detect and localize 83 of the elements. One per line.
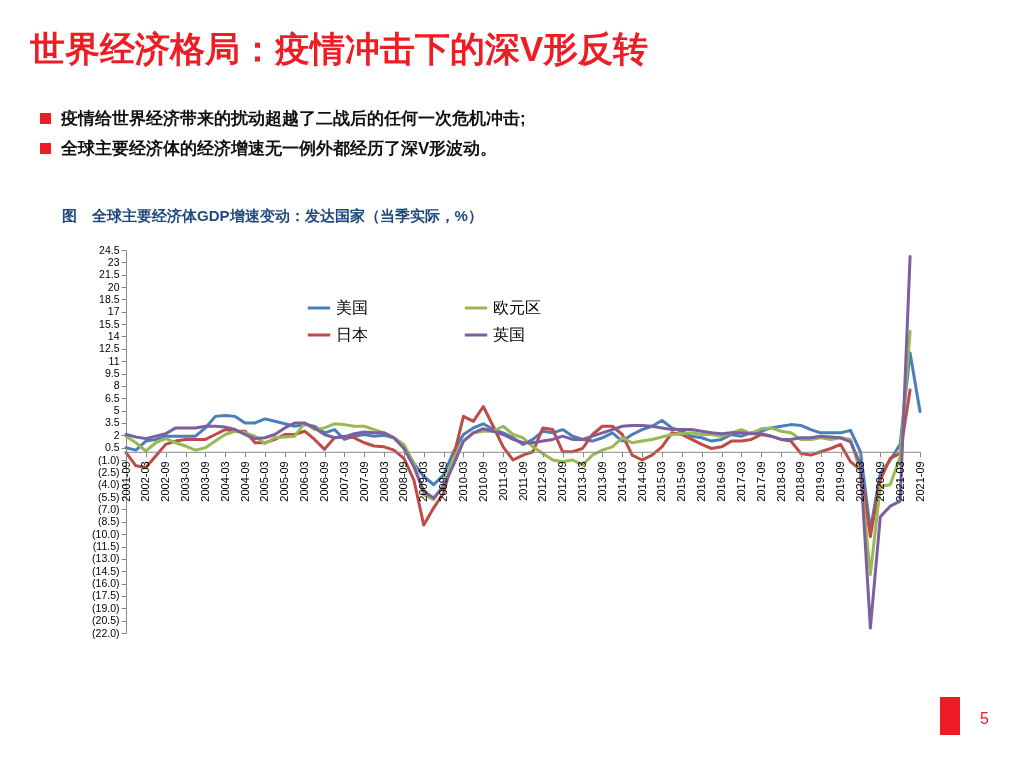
y-tick-label: 8: [113, 379, 120, 392]
y-tick-label: (17.5): [92, 589, 120, 602]
x-tick-label: 2015-03: [655, 461, 668, 502]
x-tick-label: 2004-09: [238, 461, 251, 502]
text: 疫情给世界经济带来的扰动超越了二战后的任何一次危机冲击;: [61, 109, 526, 128]
y-tick-label: 2: [113, 428, 120, 441]
chart-title: 世界经济格局：疫情冲击下的深V形反转: [30, 28, 649, 70]
legend-label: 日本: [336, 326, 368, 343]
y-tick-label: (22.0): [92, 626, 120, 639]
line-series: [124, 255, 912, 630]
x-tick-label: 2011-09: [516, 461, 529, 501]
x-tick-label: 2014-09: [635, 461, 648, 502]
x-tick-label: 2004-03: [218, 461, 231, 502]
y-tick-label: (16.0): [92, 577, 120, 590]
x-tick-label: 2005-09: [278, 461, 291, 502]
x-tick-label: 2006-09: [318, 461, 330, 502]
x-tick-label: 2019-09: [834, 461, 847, 502]
x-tick-label: 2009-09: [437, 461, 450, 502]
y-tick-label: 12.5: [99, 342, 120, 355]
y-tick-label: (7.0): [97, 502, 120, 515]
x-tick-label: 2006-03: [298, 461, 311, 502]
x-tick-label: 2008-03: [377, 461, 390, 502]
x-tick-label: 2021-03: [893, 461, 906, 502]
x-tick-label: 2021-09: [913, 461, 926, 502]
y-tick-label: 11: [108, 354, 120, 367]
x-tick-label: 2017-09: [754, 461, 767, 502]
x-tick-label: 2013-03: [576, 461, 589, 502]
x-tick-label: 2015-09: [675, 461, 688, 502]
y-tick-label: 24.5: [99, 243, 120, 256]
x-tick-label: 2020-09: [873, 461, 886, 502]
y-tick-label: 21.5: [99, 268, 120, 281]
x-tick-label: 2002-03: [139, 461, 152, 502]
x-tick-label: 2011-03: [496, 461, 509, 501]
y-tick-label: (2.5): [97, 465, 120, 478]
y-tick-label: 5: [113, 404, 120, 417]
x-tick-label: 2005-03: [258, 461, 271, 502]
x-tick-label: 2017-03: [734, 461, 747, 502]
x-tick-label: 2010-03: [456, 461, 469, 502]
y-tick-label: 23: [107, 255, 120, 268]
x-tick-label: 2012-03: [536, 461, 549, 502]
y-tick-label: (1.0): [97, 453, 120, 466]
x-tick-label: 2016-03: [695, 461, 708, 502]
y-tick-label: 18.5: [99, 292, 120, 305]
y-tick-label: (5.5): [97, 490, 120, 503]
x-tick-label: 2018-09: [794, 461, 807, 502]
y-tick-label: (10.0): [92, 527, 120, 540]
x-tick-label: 2012-09: [556, 461, 569, 502]
y-tick-label: 0.5: [104, 441, 120, 454]
y-tick-label: 20: [107, 280, 120, 293]
y-tick-label: 6.5: [104, 391, 120, 404]
legend-label: 英国: [493, 326, 525, 343]
y-tick-label: 14: [107, 329, 120, 342]
legend-label: 欧元区: [493, 299, 541, 316]
y-tick-label: 17: [107, 305, 120, 318]
y-tick-label: (14.5): [92, 564, 120, 577]
y-tick-label: (13.0): [92, 552, 120, 565]
x-tick-label: 2003-03: [179, 461, 192, 502]
x-tick-label: 2016-09: [715, 461, 727, 502]
x-tick-label: 2007-09: [357, 461, 370, 502]
y-tick-label: 9.5: [104, 367, 120, 380]
x-tick-label: 2010-09: [476, 461, 489, 502]
y-tick-label: 3.5: [104, 416, 120, 429]
x-tick-label: 2014-03: [615, 461, 628, 502]
chart-subtitle: 图 全球主要经济体GDP增速变动：发达国家（当季实际，%）: [62, 207, 483, 226]
x-tick-label: 2007-03: [337, 461, 350, 502]
x-tick-label: 2018-03: [774, 461, 787, 502]
x-tick-label: 2003-09: [198, 461, 211, 502]
y-tick-label: (19.0): [92, 601, 120, 614]
text: 5: [980, 710, 989, 728]
x-tick-label: 2008-09: [397, 461, 410, 502]
y-tick-label: (8.5): [97, 515, 120, 528]
x-tick-label: 2019-03: [814, 461, 827, 502]
x-tick-label: 2020-03: [853, 461, 866, 502]
x-tick-label: 2001-09: [119, 461, 132, 502]
y-tick-label: (11.5): [92, 540, 120, 553]
y-tick-label: 15.5: [99, 317, 120, 330]
x-tick-label: 2002-09: [159, 461, 172, 502]
x-tick-label: 2013-09: [595, 461, 608, 502]
y-tick-label: (20.5): [92, 614, 120, 627]
y-tick-label: (4.0): [97, 478, 120, 491]
legend-label: 美国: [336, 299, 368, 316]
x-tick-label: 2009-03: [417, 461, 430, 502]
text: 全球主要经济体的经济增速无一例外都经历了深V形波动。: [61, 139, 498, 158]
